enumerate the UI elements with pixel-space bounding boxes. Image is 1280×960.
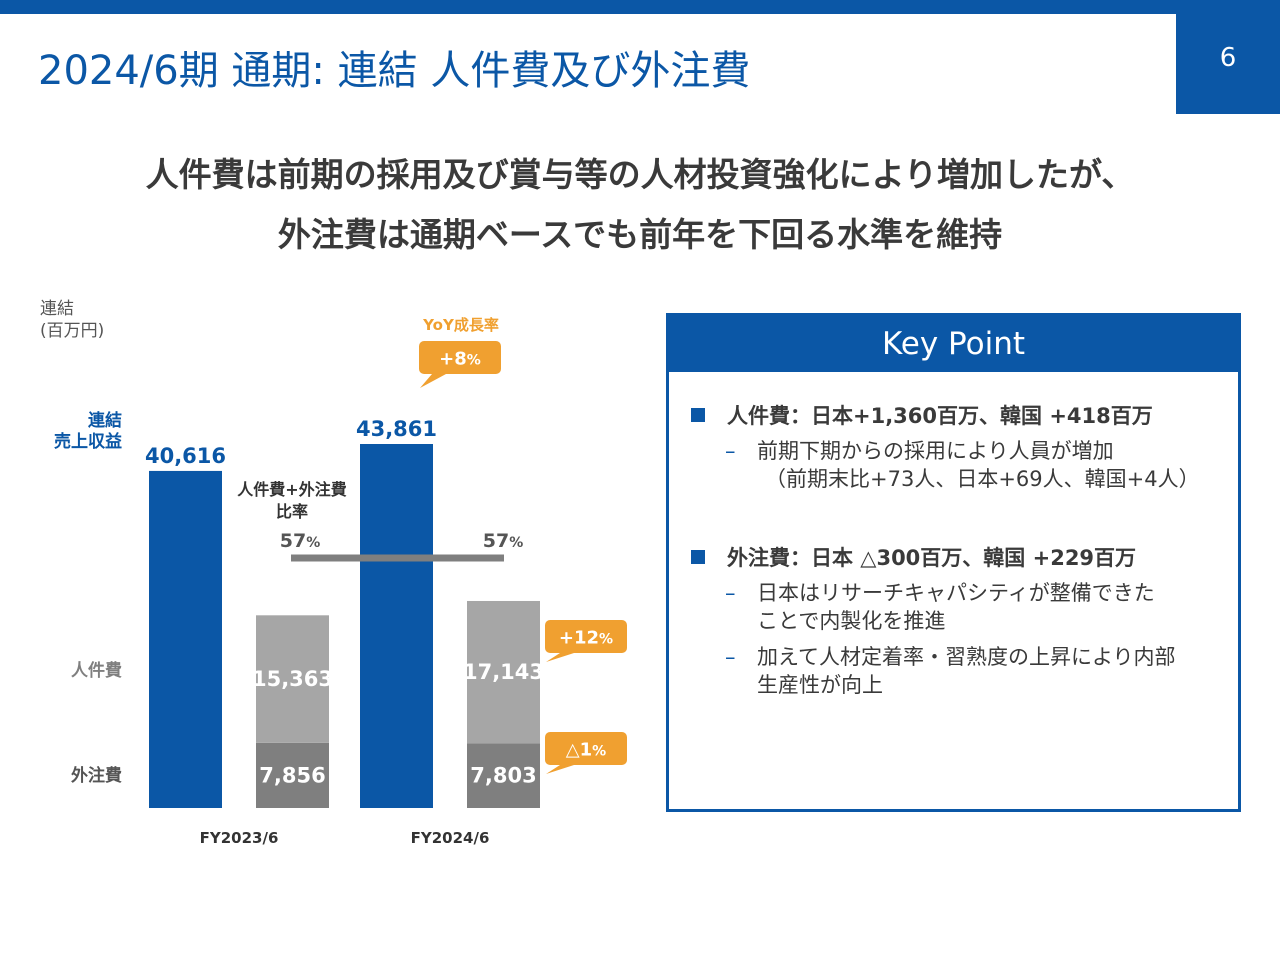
headline-line-2: 外注費は通期ベースでも前年を下回る水準を維持 bbox=[277, 215, 1003, 254]
personnel-bar bbox=[256, 615, 329, 743]
key-point-panel: Key Point 人件費：日本+1,360百万、韓国 +418百万 – 前期下… bbox=[666, 313, 1241, 812]
row-label-revenue: 連結 bbox=[88, 410, 122, 431]
yoy-outsourcing-callout-label: △1% bbox=[566, 740, 606, 761]
dash-icon: – bbox=[725, 645, 736, 669]
personnel-value-label: 15,363 bbox=[252, 667, 333, 691]
bullet-square-icon bbox=[691, 408, 705, 422]
key-point-header: Key Point bbox=[669, 316, 1238, 372]
sub-text-line: ことで内製化を推進 bbox=[757, 609, 946, 633]
yoy-title: YoY成長率 bbox=[422, 316, 499, 334]
revenue-bar bbox=[360, 444, 433, 808]
yoy-personnel-callout-tail bbox=[546, 653, 574, 662]
sub-text-line: 前期下期からの採用により人員が増加 bbox=[757, 439, 1114, 463]
row-label-personnel: 人件費 bbox=[71, 660, 122, 681]
key-point-item-outsourcing: 外注費：日本 △300百万、韓国 +229百万 bbox=[691, 542, 1136, 572]
headline-line-1: 人件費は前期の採用及び賞与等の人材投資強化により増加したが、 bbox=[145, 155, 1135, 194]
x-axis-tick-label: FY2024/6 bbox=[411, 829, 490, 847]
outsourcing-bar bbox=[467, 743, 540, 808]
ratio-label: 人件費+外注費 bbox=[237, 480, 346, 499]
top-accent-bar bbox=[0, 0, 1280, 14]
yoy-revenue-callout-bubble bbox=[419, 341, 501, 374]
yoy-outsourcing-callout-bubble bbox=[545, 732, 627, 765]
yoy-personnel-callout-label: +12% bbox=[559, 628, 613, 649]
key-point-sub-outsourcing-2: – 加えて人材定着率・習熟度の上昇により内部 生産性が向上 bbox=[725, 643, 1176, 699]
key-point-sub-personnel: – 前期下期からの採用により人員が増加 （前期末比+73人、日本+69人、韓国+… bbox=[725, 437, 1200, 493]
unit-label-line-1: 連結 bbox=[40, 299, 74, 319]
key-point-item-personnel-title: 人件費：日本+1,360百万、韓国 +418百万 bbox=[727, 404, 1153, 428]
ratio-label: 比率 bbox=[276, 502, 308, 521]
key-point-sub-outsourcing-1: – 日本はリサーチキャパシティが整備できた ことで内製化を推進 bbox=[725, 579, 1155, 635]
dash-icon: – bbox=[725, 439, 736, 463]
yoy-revenue-callout-label: +8% bbox=[439, 349, 481, 370]
x-axis-tick-label: FY2023/6 bbox=[200, 829, 279, 847]
sub-text-line: （前期末比+73人、日本+69人、韓国+4人） bbox=[765, 467, 1200, 491]
key-point-item-personnel: 人件費：日本+1,360百万、韓国 +418百万 bbox=[691, 400, 1153, 430]
ratio-value-label: 57% bbox=[483, 530, 523, 552]
outsourcing-value-label: 7,803 bbox=[470, 764, 536, 788]
outsourcing-bar bbox=[256, 742, 329, 808]
chart-unit-label: 連結 (百万円) bbox=[40, 298, 104, 342]
sub-text-line: 生産性が向上 bbox=[757, 673, 883, 697]
sub-text-line: 日本はリサーチキャパシティが整備できた bbox=[757, 581, 1155, 605]
row-label-revenue: 売上収益 bbox=[54, 431, 122, 452]
yoy-personnel-callout-bubble bbox=[545, 620, 627, 653]
revenue-value-label: 43,861 bbox=[356, 417, 437, 441]
revenue-value-label: 40,616 bbox=[145, 444, 226, 468]
page-number: 6 bbox=[1176, 14, 1280, 114]
dash-icon: – bbox=[725, 581, 736, 605]
outsourcing-value-label: 7,856 bbox=[259, 763, 325, 787]
revenue-bar bbox=[149, 470, 222, 808]
cost-chart: 40,616 7,856 15,363 FY2023/6 43,861 7,803 17,1… bbox=[54, 316, 627, 847]
personnel-bar bbox=[467, 600, 540, 744]
yoy-revenue-callout-tail bbox=[420, 374, 446, 388]
unit-label-line-2: (百万円) bbox=[40, 321, 105, 341]
sub-text-line: 加えて人材定着率・習熟度の上昇により内部 bbox=[757, 645, 1176, 669]
key-point-item-outsourcing-title: 外注費：日本 △300百万、韓国 +229百万 bbox=[727, 546, 1137, 570]
ratio-value-label: 57% bbox=[280, 530, 320, 552]
yoy-outsourcing-callout-tail bbox=[546, 765, 574, 774]
personnel-value-label: 17,143 bbox=[463, 660, 544, 684]
page-title: 2024/6期 通期: 連結 人件費及び外注費 bbox=[38, 48, 751, 94]
row-label-outsourcing: 外注費 bbox=[71, 765, 122, 786]
bullet-square-icon bbox=[691, 550, 705, 564]
